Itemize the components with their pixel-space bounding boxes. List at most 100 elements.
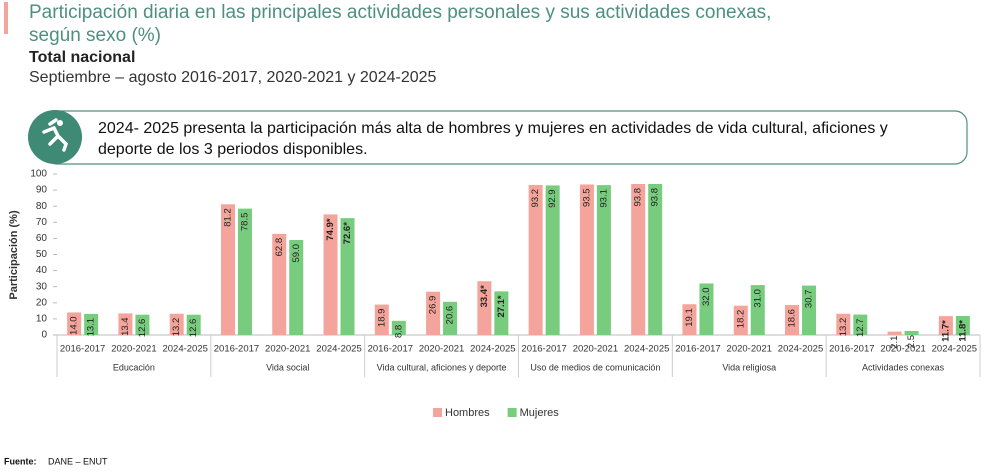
x-tick-label: 2024-2025 <box>470 344 515 355</box>
bar <box>477 281 492 335</box>
value-label: 13.1 <box>86 318 97 337</box>
bar <box>631 183 646 335</box>
value-label: 13.2 <box>838 318 849 337</box>
value-label: 31.0 <box>752 289 763 308</box>
legend-label: Hombres <box>445 407 490 419</box>
value-label: 72.6* <box>342 222 353 244</box>
value-label: 20.6 <box>445 306 456 325</box>
bar <box>118 313 133 335</box>
value-label: 26.9 <box>428 296 439 315</box>
x-tick-label: 2024-2025 <box>316 344 361 355</box>
x-tick-label: 2016-2017 <box>675 344 720 355</box>
bar <box>67 312 82 335</box>
icon-head <box>57 120 63 126</box>
bar <box>853 314 868 335</box>
value-label: 2.1 <box>889 336 900 349</box>
bar <box>802 285 817 335</box>
value-label: 8.8 <box>393 325 404 338</box>
y-axis-label: Participación (%) <box>8 210 20 300</box>
chart-title: Participación diaria en las principales … <box>29 2 771 23</box>
bar <box>289 240 304 335</box>
y-tick-label: 0 <box>41 330 47 341</box>
bar <box>596 185 611 335</box>
y-tick-label: 80 <box>36 201 48 212</box>
bar <box>528 184 543 335</box>
source-label: Fuente: <box>4 456 37 466</box>
group-label: Vida social <box>266 362 309 372</box>
legend-label: Mujeres <box>520 407 560 419</box>
period: Septiembre – agosto 2016-2017, 2020-2021… <box>29 69 437 86</box>
x-tick-label: 2024-2025 <box>162 344 207 355</box>
value-label: 18.9 <box>376 309 387 328</box>
value-label: 30.7 <box>804 290 815 309</box>
bar <box>323 214 338 335</box>
x-tick-label: 2024-2025 <box>778 344 823 355</box>
bar <box>237 208 252 335</box>
x-tick-label: 2020-2021 <box>265 344 310 355</box>
x-tick-label: 2024-2025 <box>624 344 669 355</box>
value-label: 12.7 <box>855 319 866 338</box>
x-tick-label: 2020-2021 <box>419 344 464 355</box>
x-tick-label: 2024-2025 <box>932 344 977 355</box>
value-label: 18.2 <box>735 310 746 329</box>
chart-title: según sexo (%) <box>29 25 161 46</box>
x-tick-label: 2016-2017 <box>214 344 259 355</box>
bar <box>955 316 970 335</box>
bar <box>84 313 99 335</box>
value-label: 12.6 <box>137 319 148 338</box>
bar <box>135 314 150 335</box>
bar <box>340 218 355 335</box>
bar <box>374 304 389 335</box>
value-label: 13.4 <box>120 317 131 336</box>
value-label: 93.2 <box>530 189 541 208</box>
bar <box>836 313 851 335</box>
value-label: 11.7* <box>940 320 951 342</box>
bar <box>887 331 902 335</box>
x-tick-label: 2016-2017 <box>521 344 566 355</box>
bar <box>733 305 748 335</box>
y-tick-label: 70 <box>36 217 48 228</box>
y-tick-label: 20 <box>36 297 48 308</box>
bar <box>785 305 800 335</box>
value-label: 27.1* <box>496 295 507 317</box>
bar <box>494 291 509 335</box>
bar <box>545 185 560 335</box>
callout-text: deporte de los 3 periodos disponibles. <box>98 141 368 158</box>
y-tick-label: 90 <box>36 185 48 196</box>
bar <box>220 204 235 335</box>
y-tick-label: 100 <box>30 169 47 180</box>
value-label: 11.8* <box>957 320 968 342</box>
bar <box>938 316 953 335</box>
value-label: 32.0 <box>701 287 712 306</box>
x-tick-label: 2020-2021 <box>573 344 618 355</box>
x-tick-label: 2020-2021 <box>880 344 925 355</box>
legend-swatch <box>507 408 517 417</box>
subtitle: Total nacional <box>29 49 135 66</box>
bar <box>426 291 441 335</box>
value-label: 92.9 <box>547 189 558 208</box>
value-label: 14.0 <box>69 316 80 335</box>
group-label: Actividades conexas <box>862 362 945 372</box>
y-tick-label: 60 <box>36 233 48 244</box>
bar <box>579 184 594 335</box>
value-label: 78.5 <box>239 213 250 232</box>
value-label: 93.8 <box>650 188 661 207</box>
bar <box>699 283 714 335</box>
bar <box>169 313 184 335</box>
value-label: 13.2 <box>171 318 182 337</box>
icon-figure <box>42 118 69 152</box>
value-label: 33.4* <box>479 285 490 307</box>
y-tick-label: 10 <box>36 314 48 325</box>
source: DANE – ENUT <box>48 456 108 466</box>
value-label: 81.2 <box>222 208 233 227</box>
value-label: 93.1 <box>598 189 609 208</box>
x-tick-label: 2016-2017 <box>829 344 874 355</box>
value-label: 18.6 <box>787 309 798 328</box>
value-label: 93.8 <box>633 188 644 207</box>
bar <box>391 320 406 335</box>
group-label: Educación <box>113 362 155 372</box>
legend-swatch <box>433 408 442 417</box>
value-label: 2.5 <box>906 335 917 348</box>
group-label: Vida cultural, aficiones y deporte <box>377 362 507 372</box>
